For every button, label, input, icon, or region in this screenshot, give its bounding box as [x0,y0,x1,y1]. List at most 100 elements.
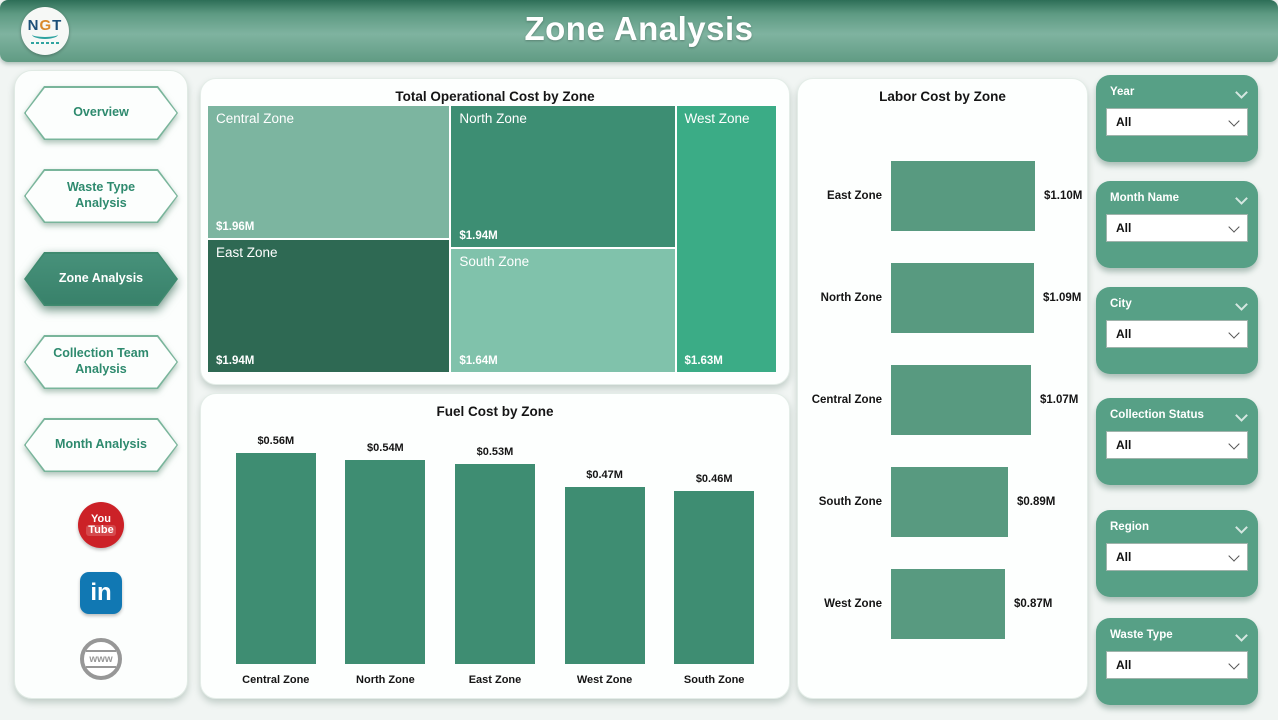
bar-category-label: East Zone [827,190,882,202]
bar-value-label: $0.54M [367,442,404,454]
filter-card-region: Region All [1096,510,1258,597]
dropdown-selected-value: All [1116,221,1132,235]
filter-label: Collection Status [1110,409,1204,421]
fuel-bar-south-zone[interactable] [674,491,755,664]
fuel-bar-east-zone[interactable] [454,464,535,664]
filter-card-month-name: Month Name All [1096,181,1258,268]
treemap-tile-west-zone[interactable]: West Zone $1.63M [675,105,777,373]
filter-dropdown-city[interactable]: All [1106,320,1248,348]
sidebar-item-collection-team-analysis[interactable]: Collection Team Analysis [24,335,178,389]
dropdown-selected-value: All [1116,327,1132,341]
chevron-down-icon [1228,549,1240,562]
sidebar-item-label: Waste Type Analysis [25,170,177,222]
treemap-tile-value: $1.63M [684,355,723,367]
filter-dropdown-region[interactable]: All [1106,543,1248,571]
labor-chart-title: Labor Cost by Zone [879,89,1006,104]
bar-category-label: South Zone [683,674,745,686]
fuel-bar-west-zone[interactable] [564,487,645,664]
sidebar-item-label: Overview [25,87,177,139]
fuel-bars: $0.56M Central Zone $0.54M North Zone $0.53M… [221,428,769,688]
bar-value-label: $0.56M [257,435,295,447]
company-logo[interactable]: NGT [21,7,69,55]
treemap-tile-value: $1.64M [459,354,498,367]
labor-bar-west-zone[interactable] [891,569,1005,639]
logo-tagline [31,41,59,44]
treemap-tile-label: North Zone [459,111,527,126]
filter-card-year: Year All [1096,75,1258,162]
youtube-icon[interactable]: You Tube [78,502,124,548]
filter-dropdown-waste-type[interactable]: All [1106,651,1248,679]
app-header: NGT Zone Analysis [0,0,1278,62]
labor-bar-row: South Zone $0.89M [808,467,1083,537]
filter-label: City [1110,298,1132,310]
filter-card-city: City All [1096,287,1258,374]
bar-value-label: $1.07M [1040,394,1079,406]
bar-value-label: $1.09M [1043,292,1082,304]
filter-label: Waste Type [1110,629,1173,641]
bar-value-label: $0.46M [695,473,733,485]
filter-dropdown-collection-status[interactable]: All [1106,431,1248,459]
labor-bar-south-zone[interactable] [891,467,1008,537]
nav-list: Overview Waste Type Analysis Zone Analysis… [15,71,187,472]
labor-bar-central-zone[interactable] [891,365,1031,435]
sidebar-item-label: Collection Team Analysis [25,336,177,388]
dropdown-selected-value: All [1116,658,1132,672]
chevron-down-icon[interactable] [1235,86,1248,99]
treemap-tile-label: East Zone [216,245,278,260]
sidebar-item-label: Zone Analysis [25,253,177,305]
fuel-chart-title: Fuel Cost by Zone [436,404,554,419]
bar-value-label: $1.10M [1044,190,1083,202]
treemap-tile-label: Central Zone [216,111,295,126]
sidebar-item-month-analysis[interactable]: Month Analysis [24,418,178,472]
filter-dropdown-month-name[interactable]: All [1106,214,1248,242]
labor-bar-row: North Zone $1.09M [808,263,1083,333]
website-icon-text: www [89,653,113,665]
treemap-tile-label: South Zone [459,254,530,270]
bar-value-label: $0.87M [1014,598,1053,610]
sidebar-item-overview[interactable]: Overview [24,86,178,140]
youtube-icon-text: Tube [86,524,116,536]
chevron-down-icon [1228,220,1240,233]
dropdown-selected-value: All [1116,550,1132,564]
filter-dropdown-year[interactable]: All [1106,108,1248,136]
bar-value-label: $0.53M [476,446,514,458]
fuel-bar-central-zone[interactable] [235,453,316,664]
labor-bar-row: West Zone $0.87M [808,569,1083,639]
bar-value-label: $0.47M [586,469,623,481]
chevron-down-icon[interactable] [1235,192,1248,205]
sidebar: Overview Waste Type Analysis Zone Analysis… [14,70,188,699]
logo-swoosh-icon [32,30,58,39]
sidebar-item-zone-analysis[interactable]: Zone Analysis [24,252,178,306]
sidebar-item-waste-type-analysis[interactable]: Waste Type Analysis [24,169,178,223]
filter-card-waste-type: Waste Type All [1096,618,1258,705]
treemap-tile-value: $1.96M [216,221,255,233]
labor-bar-east-zone[interactable] [891,161,1035,231]
treemap-tile-south-zone[interactable]: South Zone $1.64M [450,248,676,373]
website-icon[interactable]: www [80,638,122,680]
filter-label: Month Name [1110,192,1179,204]
youtube-icon-text: You [91,513,111,525]
treemap-tile-central-zone[interactable]: Central Zone $1.96M [207,105,451,239]
linkedin-icon[interactable]: in [80,572,122,614]
sidebar-item-label: Month Analysis [25,419,177,471]
chevron-down-icon[interactable] [1235,409,1248,422]
bar-category-label: East Zone [468,674,522,686]
chevron-down-icon[interactable] [1235,521,1248,534]
chevron-down-icon [1228,437,1240,450]
bar-category-label: Central Zone [242,674,310,686]
chevron-down-icon[interactable] [1235,629,1248,642]
chevron-down-icon[interactable] [1235,298,1248,311]
bar-category-label: West Zone [824,598,882,610]
fuel-bar-north-zone[interactable] [345,460,426,664]
treemap-tiles: Central Zone $1.96M North Zone $1.94M East Z… [207,105,777,373]
treemap-tile-east-zone[interactable]: East Zone $1.94M [207,239,451,373]
treemap-tile-label: West Zone [684,111,750,126]
social-list: You Tube in www [15,502,187,680]
labor-bar-row: East Zone $1.10M [808,161,1083,231]
fuel-bar-column: $0.56M Central Zone [235,428,316,688]
labor-bar-north-zone[interactable] [891,263,1034,333]
treemap-tile-north-zone[interactable]: North Zone $1.94M [450,105,676,249]
dropdown-selected-value: All [1116,438,1132,452]
chevron-down-icon [1228,326,1240,339]
